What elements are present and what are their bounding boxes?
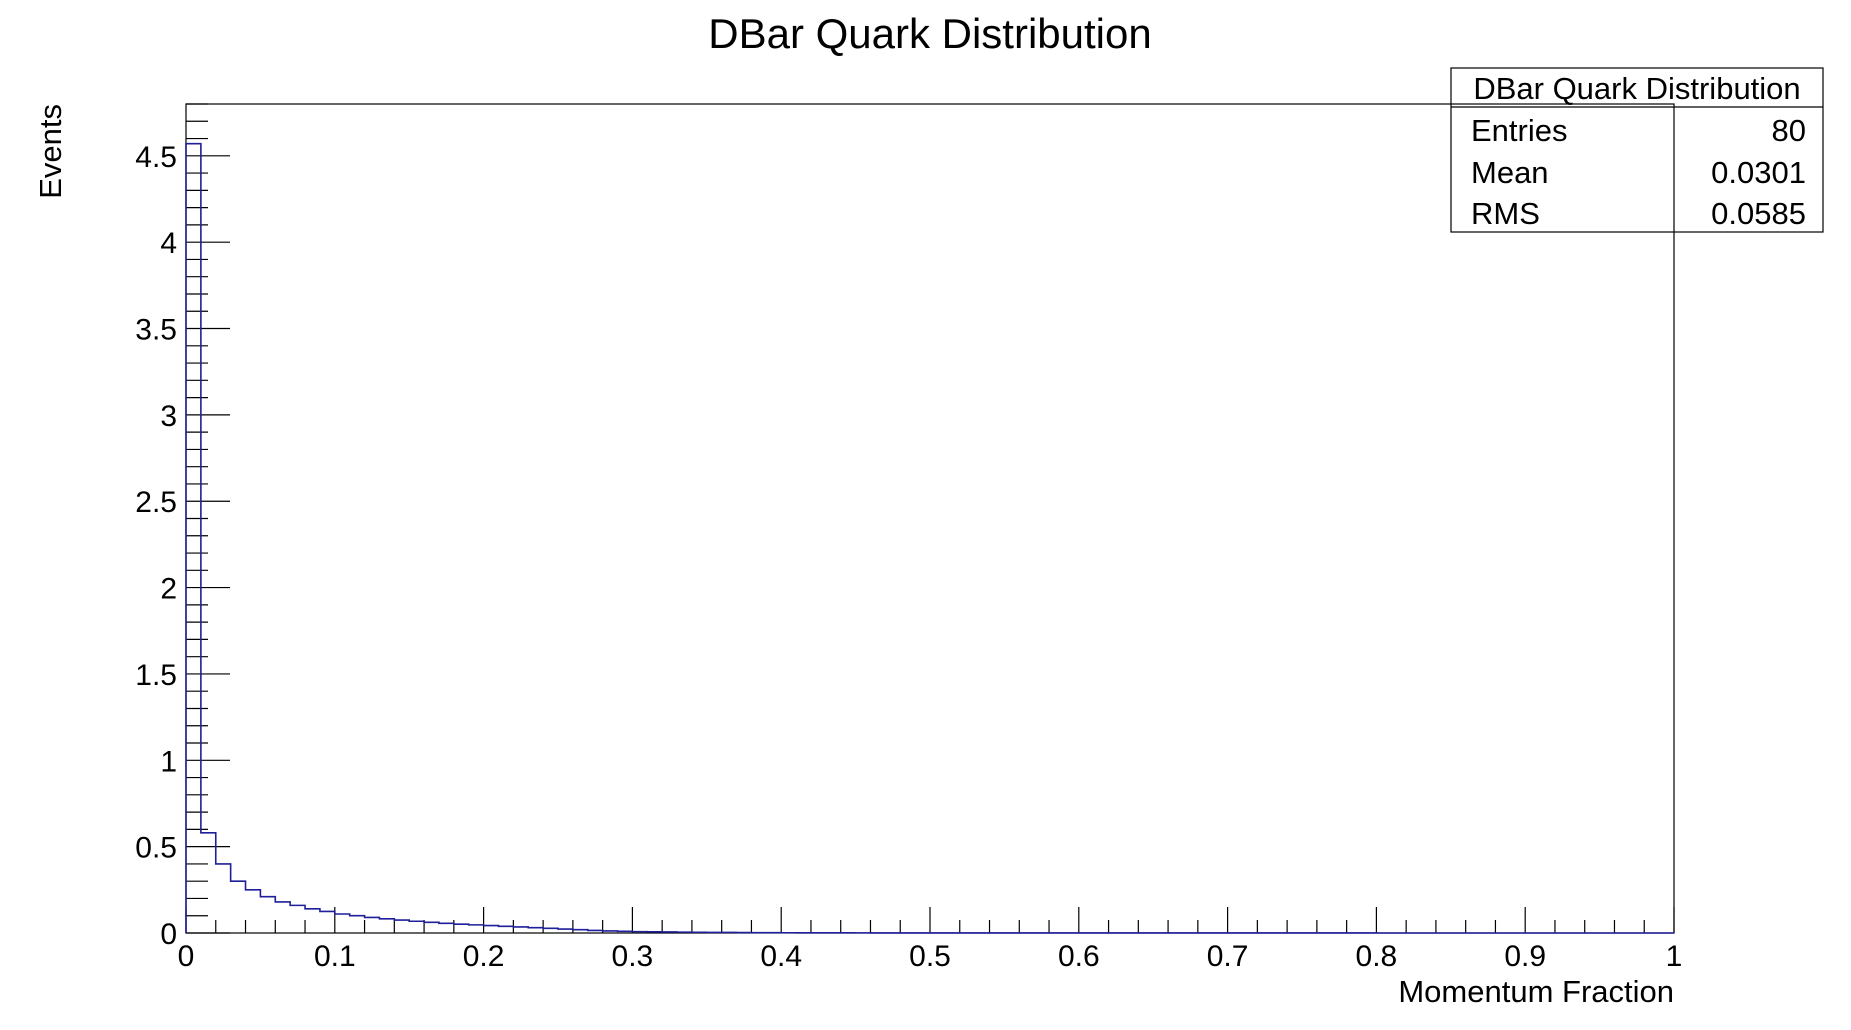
y-tick-label: 4.5 — [135, 141, 177, 174]
y-axis-ticks: 0 0.5 1 1.5 2 2.5 3 3.5 4 4.5 — [135, 103, 230, 951]
stats-mean-value: 0.0301 — [1711, 155, 1806, 190]
y-tick-label: 3.5 — [135, 314, 177, 347]
chart-title: DBar Quark Distribution — [708, 10, 1151, 57]
stats-entries-label: Entries — [1471, 113, 1567, 148]
y-tick-label: 4 — [160, 227, 177, 260]
y-tick-label: 1.5 — [135, 659, 177, 692]
y-tick-label: 1 — [160, 745, 177, 778]
stats-mean-label: Mean — [1471, 155, 1549, 190]
x-tick-label: 0.4 — [760, 940, 802, 973]
y-tick-label: 3 — [160, 400, 177, 433]
x-tick-label: 0.2 — [463, 940, 505, 973]
y-tick-label: 2.5 — [135, 486, 177, 519]
stats-entries-value: 80 — [1772, 113, 1806, 148]
stats-box-frame — [1450, 67, 1824, 233]
stats-box: DBar Quark Distribution Entries 80 Mean … — [1450, 67, 1824, 233]
y-axis-label: Events — [33, 104, 68, 199]
x-axis-ticks: 0 0.1 0.2 0.3 0.4 0.5 0.6 0.7 0.8 0.9 1 — [178, 907, 1683, 973]
x-tick-label: 0.1 — [314, 940, 356, 973]
y-tick-label: 2 — [160, 573, 177, 606]
x-tick-label: 0 — [178, 940, 195, 973]
stats-rms-value: 0.0585 — [1711, 196, 1806, 231]
x-axis-label: Momentum Fraction — [1398, 974, 1674, 1009]
x-tick-label: 0.5 — [909, 940, 951, 973]
stats-box-title: DBar Quark Distribution — [1473, 71, 1800, 106]
y-tick-label: 0.5 — [135, 832, 177, 865]
x-tick-label: 1 — [1666, 940, 1683, 973]
histogram-series-line — [185, 142, 1674, 934]
stats-rms-label: RMS — [1471, 196, 1540, 231]
x-tick-label: 0.8 — [1356, 940, 1398, 973]
x-tick-label: 0.3 — [612, 940, 654, 973]
x-tick-label: 0.6 — [1058, 940, 1100, 973]
x-tick-label: 0.7 — [1207, 940, 1249, 973]
x-tick-label: 0.9 — [1504, 940, 1546, 973]
y-tick-label: 0 — [160, 918, 177, 951]
